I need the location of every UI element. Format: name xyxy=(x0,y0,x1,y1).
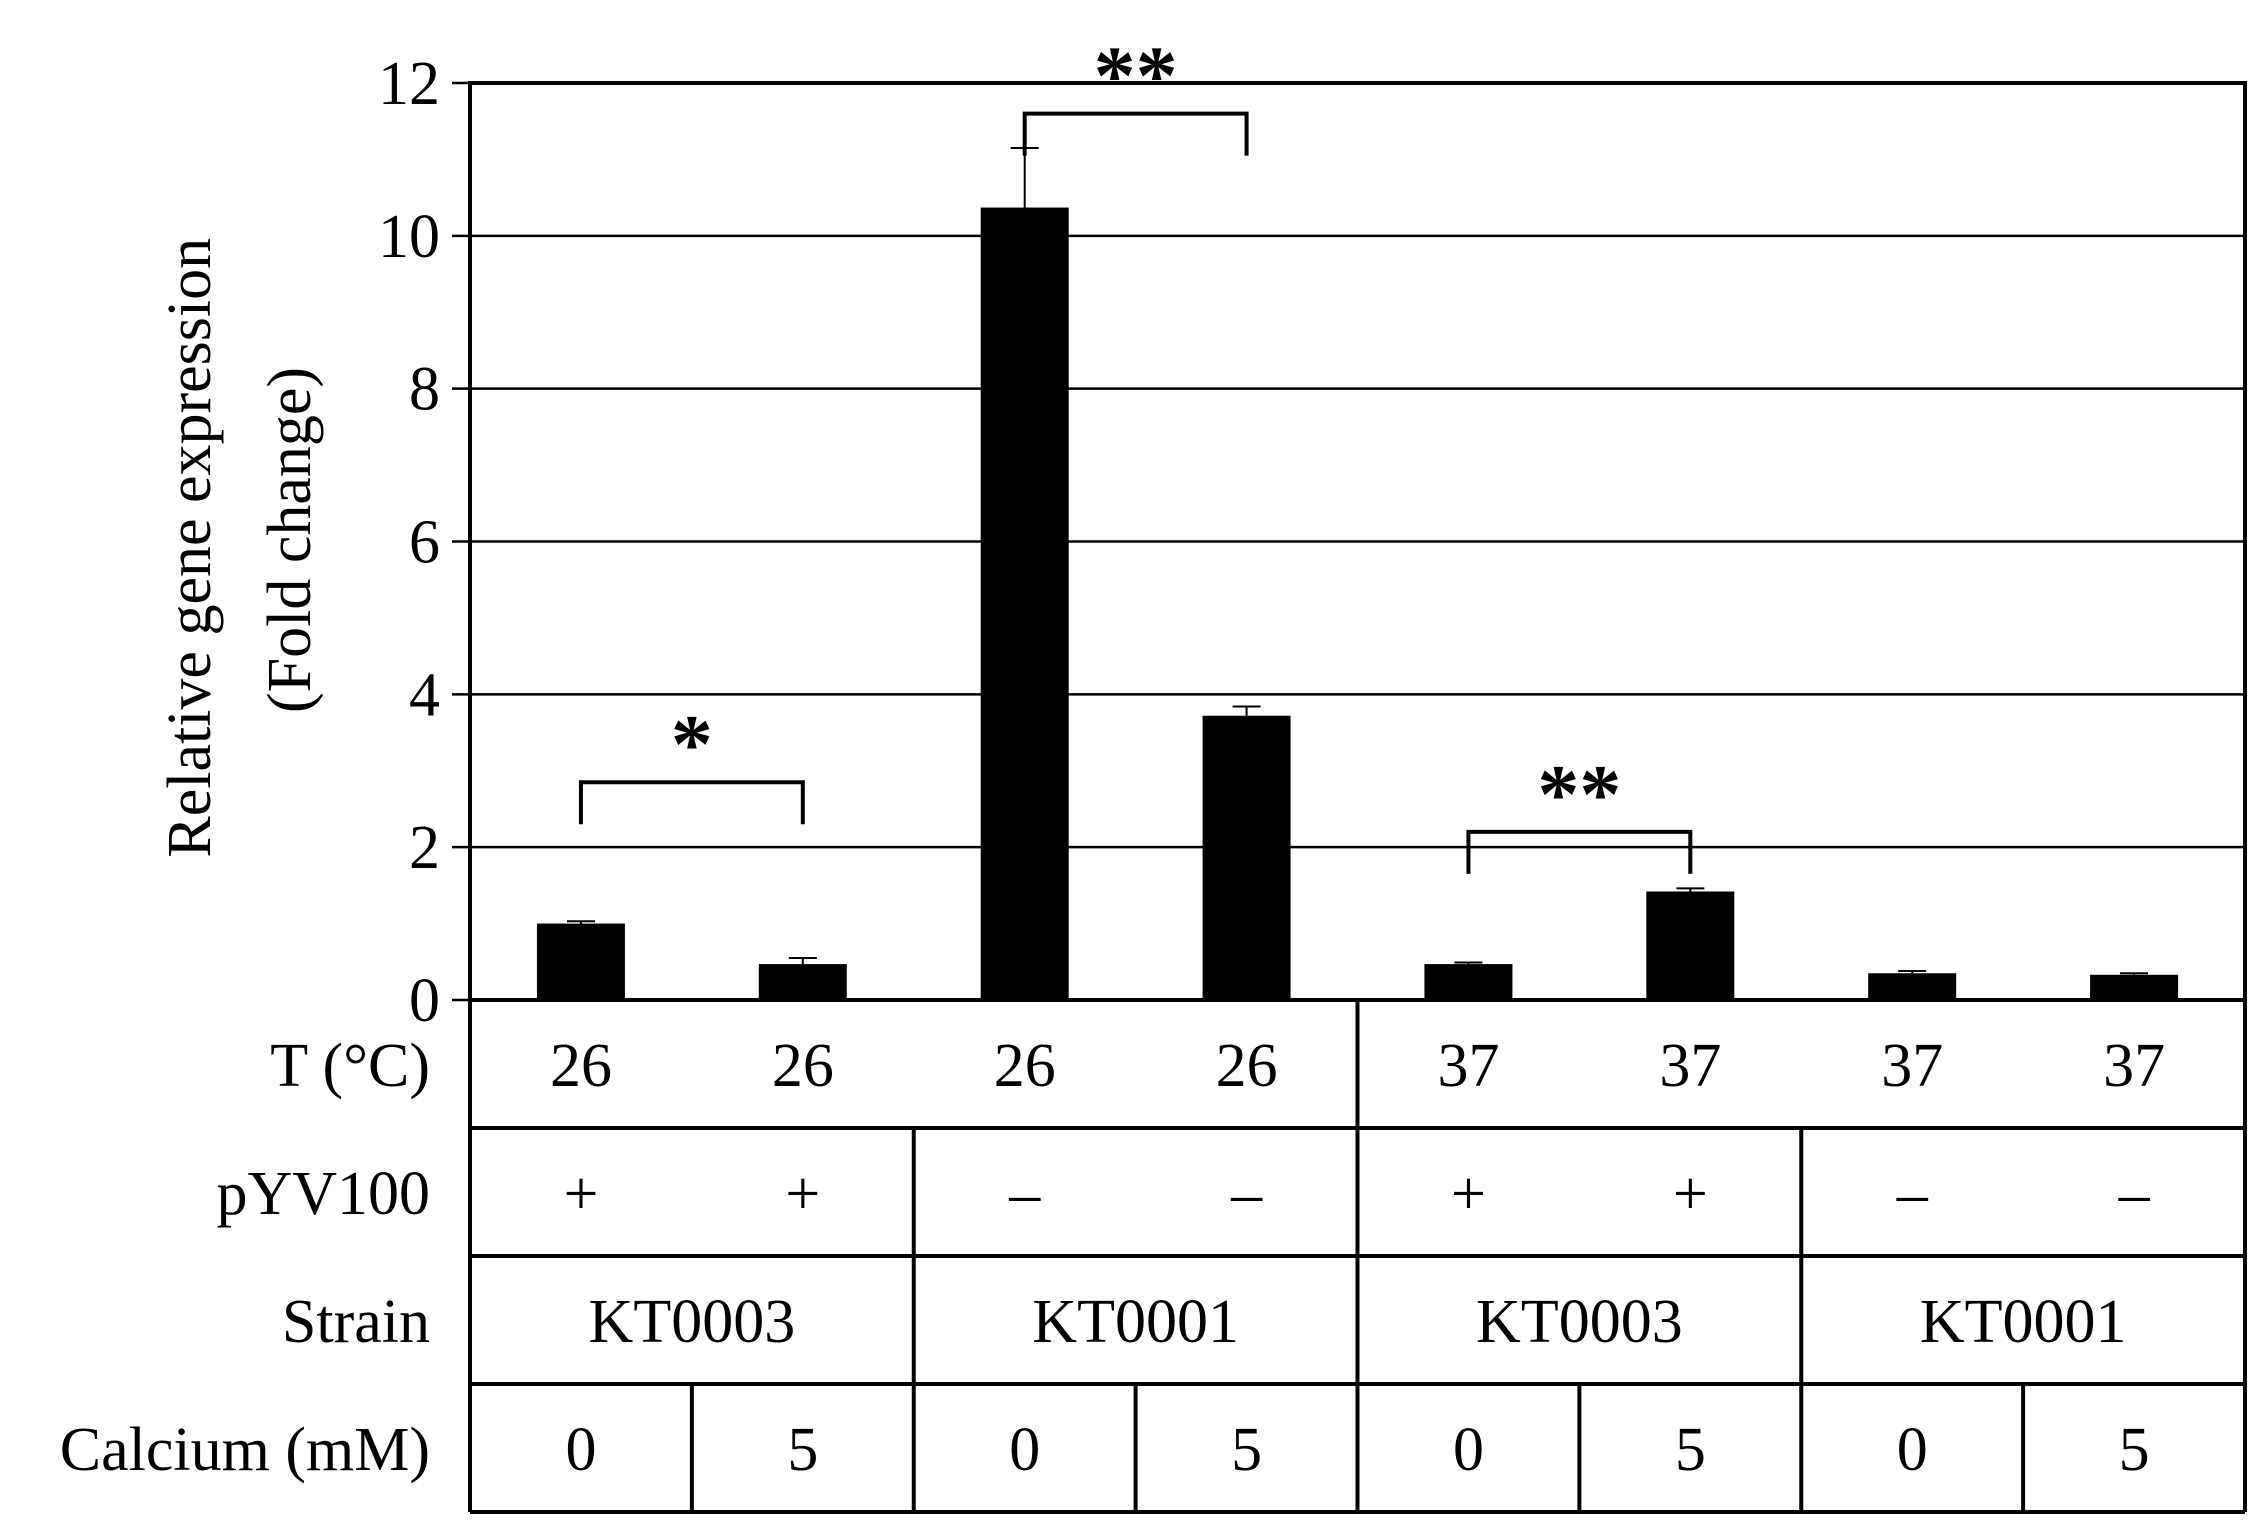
table-cell: 0 xyxy=(1453,1416,1484,1484)
table-cell: 37 xyxy=(1659,1032,1721,1100)
y-axis-label-line-1: Relative gene expression xyxy=(156,238,224,858)
significance-bracket-1 xyxy=(578,780,805,825)
table-cell: 5 xyxy=(2119,1416,2150,1484)
error-bars xyxy=(566,146,2149,975)
bar-1 xyxy=(536,923,625,1000)
table-cell: + xyxy=(1673,1160,1708,1228)
table-cell: 26 xyxy=(994,1032,1056,1100)
y-tick-label: 8 xyxy=(409,356,440,424)
y-tick-label: 0 xyxy=(409,967,440,1035)
y-axis-label-line-2: (Fold change) xyxy=(256,367,324,713)
table-cell: 0 xyxy=(1897,1416,1928,1484)
table-cell: 5 xyxy=(1675,1416,1706,1484)
significance-bracket-3 xyxy=(1466,829,1693,874)
significance-brackets: ***** xyxy=(578,30,1693,874)
condition-table: T (°C) 26 26 26 26 37 37 37 37 pYV100 + + – – + + – – Stra… xyxy=(60,1000,2247,1514)
table-cell: 37 xyxy=(1437,1032,1499,1100)
table-cell: 37 xyxy=(1881,1032,1943,1100)
table-cell: – xyxy=(1896,1160,1929,1228)
table-row-label: T (°C) xyxy=(270,1032,430,1100)
y-axis-label: Relative gene expression (Fold change) xyxy=(156,222,324,857)
gridlines xyxy=(452,81,2245,1002)
table-cell: 5 xyxy=(787,1416,818,1484)
table-cell: 0 xyxy=(1009,1416,1040,1484)
table-cell: KT0003 xyxy=(1476,1288,1683,1356)
table-cell: – xyxy=(1230,1160,1263,1228)
table-cell: 26 xyxy=(550,1032,612,1100)
significance-bracket-2 xyxy=(1022,111,1249,156)
y-axis-ticks: 0 2 4 6 8 10 12 xyxy=(378,50,440,1035)
table-cell: 26 xyxy=(1216,1032,1278,1100)
table-cell: KT0003 xyxy=(589,1288,796,1356)
significance-label: ** xyxy=(1537,748,1621,841)
table-cell: KT0001 xyxy=(1032,1288,1239,1356)
significance-label: * xyxy=(671,698,713,791)
bar-3 xyxy=(980,207,1069,1000)
y-tick-label: 10 xyxy=(378,203,440,271)
table-row-label: Strain xyxy=(282,1288,430,1356)
table-cell: 0 xyxy=(565,1416,596,1484)
bar-5 xyxy=(1424,964,1513,1000)
y-tick-label: 6 xyxy=(409,509,440,577)
table-cell: + xyxy=(785,1160,820,1228)
table-cell: 37 xyxy=(2103,1032,2165,1100)
y-tick-label: 12 xyxy=(378,50,440,118)
table-cell: + xyxy=(563,1160,598,1228)
y-tick-label: 4 xyxy=(409,661,440,729)
bar-4 xyxy=(1202,715,1291,1000)
table-row-label: pYV100 xyxy=(216,1160,430,1228)
table-cell: 26 xyxy=(772,1032,834,1100)
y-tick-label: 2 xyxy=(409,814,440,882)
table-row-label: Calcium (mM) xyxy=(60,1416,430,1484)
bar-7 xyxy=(1868,973,1957,1000)
table-cell: – xyxy=(1008,1160,1041,1228)
table-cell: – xyxy=(2118,1160,2151,1228)
table-cell: KT0001 xyxy=(1920,1288,2127,1356)
bar-6 xyxy=(1646,891,1735,1000)
table-cell: + xyxy=(1451,1160,1486,1228)
bar-8 xyxy=(2090,974,2179,1000)
table-cell: 5 xyxy=(1231,1416,1262,1484)
significance-label: ** xyxy=(1094,30,1178,123)
bars xyxy=(536,207,2179,1000)
bar-2 xyxy=(758,964,847,1000)
